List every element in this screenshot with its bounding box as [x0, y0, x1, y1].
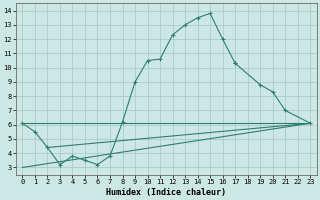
- X-axis label: Humidex (Indice chaleur): Humidex (Indice chaleur): [106, 188, 226, 197]
